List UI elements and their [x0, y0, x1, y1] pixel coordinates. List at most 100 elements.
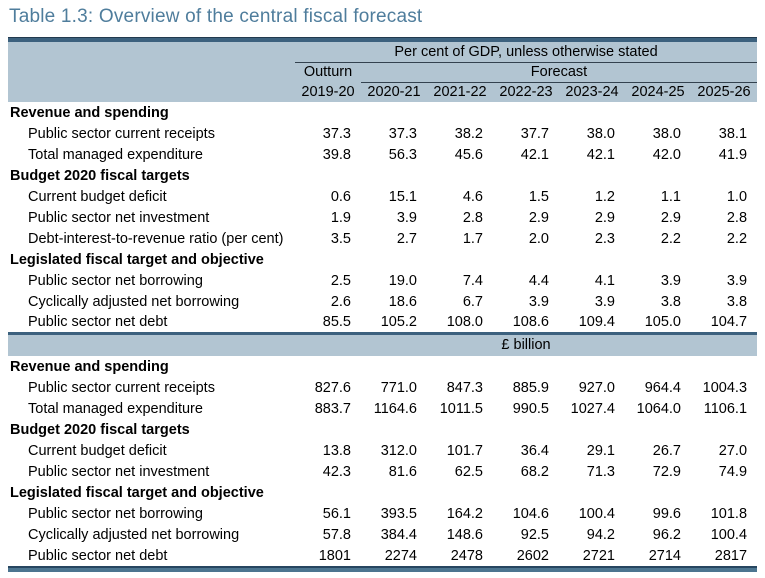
cell-value: 96.2 — [625, 524, 691, 545]
cell-value: 148.6 — [427, 524, 493, 545]
table-row: Current budget deficit 0.6 15.1 4.6 1.5 1.2 1.… — [8, 186, 758, 207]
table-row: Public sector net investment 42.3 81.6 62.5… — [8, 461, 758, 482]
cell-value: 2817 — [691, 545, 758, 566]
band-spacer — [8, 331, 295, 356]
cell-value: 1011.5 — [427, 398, 493, 419]
unit-caption-billion: £ billion — [295, 331, 758, 356]
table-row: Public sector net debt 1801 2274 2478 2602 27… — [8, 545, 758, 566]
cell-value: 1.9 — [295, 207, 361, 228]
cell-value: 3.8 — [625, 291, 691, 312]
cell-value: 100.4 — [691, 524, 758, 545]
cell-value: 3.9 — [361, 207, 427, 228]
cell-value: 2.2 — [691, 228, 758, 249]
cell-value: 2.2 — [625, 228, 691, 249]
section-header-row: Revenue and spending — [8, 356, 758, 377]
table-row: Public sector net debt 85.5 105.2 108.0 108.… — [8, 312, 758, 333]
cell-value: 56.1 — [295, 503, 361, 524]
cell-value: 883.7 — [295, 398, 361, 419]
cell-value: 2714 — [625, 545, 691, 566]
table-title: Table 1.3: Overview of the central fisca… — [9, 6, 423, 27]
cell-value: 27.0 — [691, 440, 758, 461]
fiscal-forecast-table: Per cent of GDP, unless otherwise stated… — [8, 37, 758, 572]
cell-value: 2.9 — [559, 207, 625, 228]
section-header: Revenue and spending — [8, 356, 758, 377]
cell-value: 38.0 — [625, 123, 691, 144]
cell-value: 6.7 — [427, 291, 493, 312]
cell-value: 990.5 — [493, 398, 559, 419]
section-header-row: Legislated fiscal target and objective — [8, 482, 758, 503]
cell-value: 38.0 — [559, 123, 625, 144]
cell-value: 29.1 — [559, 440, 625, 461]
section-header-row: Budget 2020 fiscal targets — [8, 419, 758, 440]
section-header: Budget 2020 fiscal targets — [8, 419, 758, 440]
cell-value: 36.4 — [493, 440, 559, 461]
cell-value: 2602 — [493, 545, 559, 566]
cell-value: 1.1 — [625, 186, 691, 207]
row-label: Current budget deficit — [8, 186, 295, 207]
cell-value: 4.4 — [493, 270, 559, 291]
cell-value: 964.4 — [625, 377, 691, 398]
cell-value: 2.5 — [295, 270, 361, 291]
table-top-rule — [8, 37, 757, 42]
cell-value: 39.8 — [295, 144, 361, 165]
cell-value: 393.5 — [361, 503, 427, 524]
table-row: Debt-interest-to-revenue ratio (per cent… — [8, 228, 758, 249]
cell-value: 1.2 — [559, 186, 625, 207]
cell-value: 2.8 — [427, 207, 493, 228]
cell-value: 827.6 — [295, 377, 361, 398]
row-label: Public sector net debt — [8, 545, 295, 566]
cell-value: 3.9 — [493, 291, 559, 312]
row-label: Public sector net borrowing — [8, 270, 295, 291]
cell-value: 2.8 — [691, 207, 758, 228]
cell-value: 41.9 — [691, 144, 758, 165]
data-table: Per cent of GDP, unless otherwise stated… — [8, 42, 758, 566]
table-row: Cyclically adjusted net borrowing 2.6 18.6… — [8, 291, 758, 312]
section-header: Legislated fiscal target and objective — [8, 249, 758, 270]
cell-value: 37.7 — [493, 123, 559, 144]
cell-value: 42.3 — [295, 461, 361, 482]
cell-value: 164.2 — [427, 503, 493, 524]
cell-value: 38.1 — [691, 123, 758, 144]
cell-value: 2721 — [559, 545, 625, 566]
cell-value: 1801 — [295, 545, 361, 566]
cell-value: 56.3 — [361, 144, 427, 165]
cell-value: 3.9 — [625, 270, 691, 291]
row-label: Total managed expenditure — [8, 144, 295, 165]
cell-value: 37.3 — [361, 123, 427, 144]
cell-value: 26.7 — [625, 440, 691, 461]
cell-value: 108.0 — [427, 312, 493, 333]
year-column-header: 2019-20 — [295, 82, 361, 102]
cell-value: 847.3 — [427, 377, 493, 398]
billion-unit-band: £ billion — [8, 331, 758, 356]
cell-value: 100.4 — [559, 503, 625, 524]
unit-caption-billion-row: £ billion — [8, 331, 758, 356]
unit-caption-pct: Per cent of GDP, unless otherwise stated — [295, 42, 758, 63]
cell-value: 1.5 — [493, 186, 559, 207]
cell-value: 2.7 — [361, 228, 427, 249]
cell-value: 2478 — [427, 545, 493, 566]
cell-value: 4.1 — [559, 270, 625, 291]
section-header-row: Revenue and spending — [8, 102, 758, 123]
cell-value: 38.2 — [427, 123, 493, 144]
row-label: Cyclically adjusted net borrowing — [8, 524, 295, 545]
cell-value: 57.8 — [295, 524, 361, 545]
cell-value: 1.7 — [427, 228, 493, 249]
cell-value: 15.1 — [361, 186, 427, 207]
cell-value: 45.6 — [427, 144, 493, 165]
section-header: Revenue and spending — [8, 102, 758, 123]
row-label: Public sector net investment — [8, 461, 295, 482]
table-bottom-rule — [8, 566, 757, 572]
year-column-header: 2025-26 — [691, 82, 758, 102]
table-row: Total managed expenditure 883.7 1164.6 1011… — [8, 398, 758, 419]
section-header-row: Legislated fiscal target and objective — [8, 249, 758, 270]
cell-value: 85.5 — [295, 312, 361, 333]
cell-value: 7.4 — [427, 270, 493, 291]
cell-value: 104.6 — [493, 503, 559, 524]
cell-value: 312.0 — [361, 440, 427, 461]
year-header-row: 2019-20 2020-21 2021-22 2022-23 2023-24 … — [8, 82, 758, 102]
cell-value: 105.2 — [361, 312, 427, 333]
table-row: Public sector current receipts 37.3 37.3 38… — [8, 123, 758, 144]
cell-value: 1027.4 — [559, 398, 625, 419]
cell-value: 2274 — [361, 545, 427, 566]
cell-value: 94.2 — [559, 524, 625, 545]
